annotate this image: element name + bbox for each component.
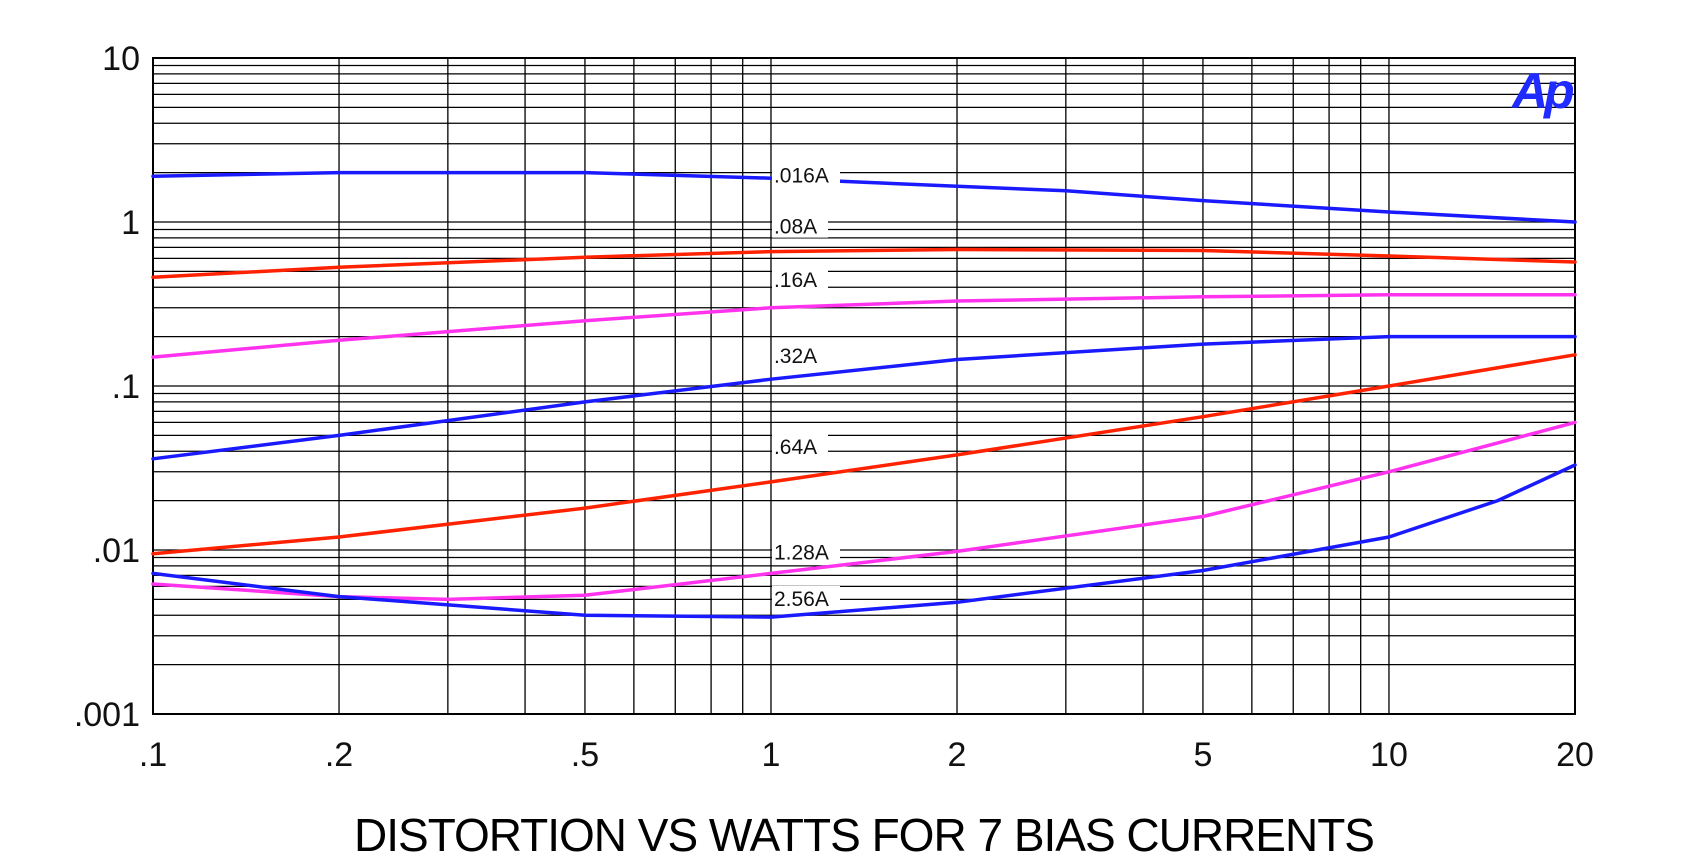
series-line-2p56A xyxy=(151,463,1577,619)
series-label-p16A: .16A xyxy=(774,269,817,292)
ap-logo: Ap xyxy=(1510,63,1573,119)
y-tick-label: .001 xyxy=(74,696,140,734)
series-line-p32A xyxy=(151,334,1577,461)
x-tick-label: 20 xyxy=(1556,736,1594,774)
y-tick-label: 1 xyxy=(121,204,140,242)
x-tick-label: 10 xyxy=(1370,736,1408,774)
series-line-1p28A xyxy=(151,420,1577,602)
series-label-bg xyxy=(771,434,828,459)
y-tick-label: 10 xyxy=(102,40,140,78)
series-line-p64A xyxy=(151,353,1577,556)
series-labels: .016A .08A .16A .32A .64A 1.28A 2.56A xyxy=(771,162,840,611)
series-line-p016A xyxy=(151,170,1577,224)
series-label-bg xyxy=(771,266,828,291)
series-label-p32A: .32A xyxy=(774,345,817,368)
x-tick-label: .1 xyxy=(139,736,167,774)
series-label-bg xyxy=(771,539,840,564)
x-tick-label: 1 xyxy=(762,736,781,774)
series-label-2p56A: 2.56A xyxy=(774,588,829,611)
x-tick-label: .2 xyxy=(325,736,353,774)
y-tick-labels: 10 1 .1 .01 .001 xyxy=(74,40,140,734)
x-tick-label: 2 xyxy=(948,736,967,774)
series-label-p64A: .64A xyxy=(774,436,817,459)
series-label-1p28A: 1.28A xyxy=(774,541,829,564)
series-layer xyxy=(151,170,1577,619)
plot-frame xyxy=(152,57,1576,715)
series-label-bg xyxy=(771,162,840,187)
series-line-p08A xyxy=(151,247,1577,280)
series-label-bg xyxy=(771,585,840,610)
series-label-bg xyxy=(771,213,828,238)
series-label-p08A: .08A xyxy=(774,216,817,239)
x-tick-labels: .1 .2 .5 1 2 5 10 20 xyxy=(139,736,1594,774)
y-tick-label: .1 xyxy=(112,368,140,406)
series-label-p016A: .016A xyxy=(774,164,829,187)
x-tick-label: .5 xyxy=(571,736,599,774)
y-tick-label: .01 xyxy=(93,532,140,570)
series-label-bg xyxy=(771,342,828,367)
chart-title: DISTORTION VS WATTS FOR 7 BIAS CURRENTS xyxy=(354,809,1374,861)
series-line-p16A xyxy=(151,293,1577,359)
x-tick-label: 5 xyxy=(1193,736,1212,774)
